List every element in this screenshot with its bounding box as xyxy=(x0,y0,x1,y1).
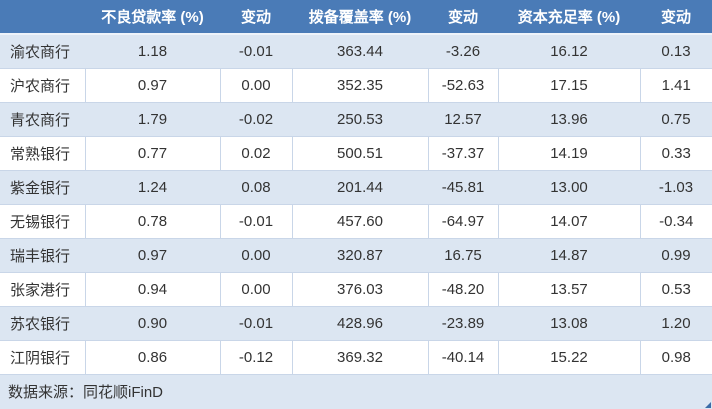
header-cell: 变动 xyxy=(220,0,292,35)
value-cell: -64.97 xyxy=(427,204,498,239)
value-cell: 0.53 xyxy=(639,272,712,307)
value-cell: 0.00 xyxy=(219,272,292,307)
value-cell: 15.22 xyxy=(497,340,640,375)
value-cell: -45.81 xyxy=(428,170,498,205)
value-cell: 0.13 xyxy=(640,34,712,69)
value-cell: 0.97 xyxy=(84,68,220,103)
value-cell: 1.20 xyxy=(640,306,712,341)
value-cell: 0.00 xyxy=(219,68,292,103)
value-cell: -0.01 xyxy=(219,204,292,239)
table-row: 常熟银行 0.77 0.02 500.51 -37.37 14.19 0.33 xyxy=(0,136,712,171)
data-source-note: 数据来源：同花顺iFinD xyxy=(0,375,712,409)
bank-name-cell: 瑞丰银行 xyxy=(0,238,85,273)
table-row: 无锡银行 0.78 -0.01 457.60 -64.97 14.07 -0.34 xyxy=(0,204,712,239)
value-cell: 13.57 xyxy=(497,272,640,307)
header-cell-bank xyxy=(0,0,85,35)
value-cell: -0.12 xyxy=(219,340,292,375)
value-cell: 0.94 xyxy=(84,272,220,307)
value-cell: -0.34 xyxy=(639,204,712,239)
table-header: 不良贷款率 (%) 变动 拨备覆盖率 (%) 变动 资本充足率 (%) 变动 xyxy=(0,0,712,35)
value-cell: 0.33 xyxy=(639,136,712,171)
table-row: 渝农商行 1.18 -0.01 363.44 -3.26 16.12 0.13 xyxy=(0,34,712,69)
value-cell: 13.96 xyxy=(498,102,640,137)
value-cell: 0.98 xyxy=(639,340,712,375)
value-cell: 1.41 xyxy=(639,68,712,103)
bank-name-cell: 常熟银行 xyxy=(0,136,85,171)
value-cell: 13.08 xyxy=(498,306,640,341)
value-cell: 500.51 xyxy=(291,136,428,171)
table-row: 紫金银行 1.24 0.08 201.44 -45.81 13.00 -1.03 xyxy=(0,170,712,205)
table-row: 张家港行 0.94 0.00 376.03 -48.20 13.57 0.53 xyxy=(0,272,712,307)
value-cell: 428.96 xyxy=(292,306,428,341)
value-cell: 0.02 xyxy=(219,136,292,171)
value-cell: 0.86 xyxy=(84,340,220,375)
bank-name-cell: 青农商行 xyxy=(0,102,85,137)
header-cell: 拨备覆盖率 (%) xyxy=(292,0,428,35)
value-cell: 14.07 xyxy=(497,204,640,239)
value-cell: -48.20 xyxy=(427,272,498,307)
table-body: 渝农商行 1.18 -0.01 363.44 -3.26 16.12 0.13 沪农商行 0.9… xyxy=(0,34,712,375)
value-cell: 0.00 xyxy=(220,238,292,273)
value-cell: 0.75 xyxy=(640,102,712,137)
value-cell: 17.15 xyxy=(497,68,640,103)
value-cell: 13.00 xyxy=(498,170,640,205)
bank-name-cell: 沪农商行 xyxy=(0,68,85,103)
value-cell: 369.32 xyxy=(291,340,428,375)
value-cell: 352.35 xyxy=(291,68,428,103)
value-cell: 250.53 xyxy=(292,102,428,137)
value-cell: 0.97 xyxy=(85,238,220,273)
bank-name-cell: 紫金银行 xyxy=(0,170,85,205)
value-cell: -0.01 xyxy=(220,306,292,341)
table-row: 苏农银行 0.90 -0.01 428.96 -23.89 13.08 1.20 xyxy=(0,306,712,341)
value-cell: 0.90 xyxy=(85,306,220,341)
value-cell: -37.37 xyxy=(427,136,498,171)
value-cell: 0.78 xyxy=(84,204,220,239)
value-cell: 376.03 xyxy=(291,272,428,307)
value-cell: 16.75 xyxy=(428,238,498,273)
value-cell: 1.79 xyxy=(85,102,220,137)
bank-name-cell: 江阴银行 xyxy=(0,340,85,375)
header-cell: 不良贷款率 (%) xyxy=(85,0,220,35)
bank-name-cell: 无锡银行 xyxy=(0,204,85,239)
value-cell: -1.03 xyxy=(640,170,712,205)
value-cell: 1.24 xyxy=(85,170,220,205)
value-cell: -0.01 xyxy=(220,34,292,69)
bank-metrics-table: 不良贷款率 (%) 变动 拨备覆盖率 (%) 变动 资本充足率 (%) 变动 渝农商行 1.… xyxy=(0,0,712,375)
value-cell: -0.02 xyxy=(220,102,292,137)
value-cell: 0.08 xyxy=(220,170,292,205)
value-cell: 0.77 xyxy=(84,136,220,171)
table-row: 江阴银行 0.86 -0.12 369.32 -40.14 15.22 0.98 xyxy=(0,340,712,375)
value-cell: -3.26 xyxy=(428,34,498,69)
bank-name-cell: 渝农商行 xyxy=(0,34,85,69)
table-row: 沪农商行 0.97 0.00 352.35 -52.63 17.15 1.41 xyxy=(0,68,712,103)
value-cell: 14.87 xyxy=(498,238,640,273)
value-cell: -23.89 xyxy=(428,306,498,341)
value-cell: 363.44 xyxy=(292,34,428,69)
value-cell: 0.99 xyxy=(640,238,712,273)
header-cell: 变动 xyxy=(640,0,712,35)
value-cell: 457.60 xyxy=(291,204,428,239)
value-cell: 14.19 xyxy=(497,136,640,171)
bank-name-cell: 苏农银行 xyxy=(0,306,85,341)
table-row: 瑞丰银行 0.97 0.00 320.87 16.75 14.87 0.99 xyxy=(0,238,712,273)
bank-name-cell: 张家港行 xyxy=(0,272,85,307)
value-cell: 201.44 xyxy=(292,170,428,205)
value-cell: 1.18 xyxy=(85,34,220,69)
value-cell: 16.12 xyxy=(498,34,640,69)
header-cell: 资本充足率 (%) xyxy=(498,0,640,35)
header-cell: 变动 xyxy=(428,0,498,35)
value-cell: -40.14 xyxy=(427,340,498,375)
value-cell: -52.63 xyxy=(427,68,498,103)
value-cell: 320.87 xyxy=(292,238,428,273)
resize-handle-icon[interactable] xyxy=(705,402,711,408)
table-row: 青农商行 1.79 -0.02 250.53 12.57 13.96 0.75 xyxy=(0,102,712,137)
header-row: 不良贷款率 (%) 变动 拨备覆盖率 (%) 变动 资本充足率 (%) 变动 xyxy=(0,0,712,35)
value-cell: 12.57 xyxy=(428,102,498,137)
